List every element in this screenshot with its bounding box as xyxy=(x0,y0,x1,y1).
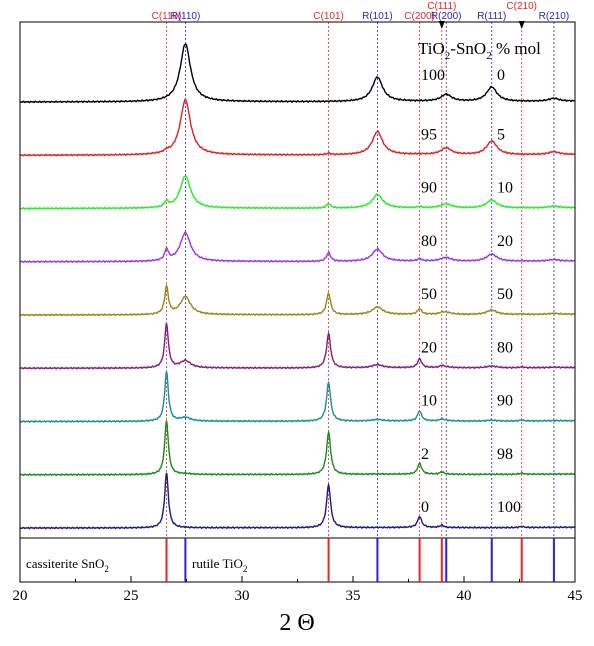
cassiterite-peak-label: C(110) xyxy=(152,11,182,22)
x-axis-ticks: 20 25 30 35 40 45 xyxy=(13,576,583,604)
x-tick-label: 40 xyxy=(457,588,472,604)
rutile-peak-label: R(101) xyxy=(362,11,393,22)
sno2-percent-label: 100 xyxy=(497,499,521,516)
trace-80-20 xyxy=(19,230,576,264)
ref-label-cassiterite-sub: 2 xyxy=(104,564,109,574)
tio2-percent-label: 2 xyxy=(421,446,429,463)
rutile-peak-label: R(200) xyxy=(431,11,462,22)
trace-2-98 xyxy=(19,420,576,477)
trace-50-50 xyxy=(20,283,576,317)
x-tick-label: 20 xyxy=(13,588,28,604)
sno2-percent-label: 90 xyxy=(497,393,513,410)
tio2-percent-label: 20 xyxy=(421,339,437,356)
rutile-peak-label: R(111) xyxy=(477,11,506,22)
legend-header-sub1: 2 xyxy=(445,50,451,62)
legend-header-suffix: % mol xyxy=(492,39,541,58)
tio2-percent-label: 0 xyxy=(421,499,429,516)
cassiterite-peak-label: C(101) xyxy=(313,11,344,22)
tio2-percent-label: 100 xyxy=(421,67,445,84)
tio2-percent-label: 95 xyxy=(421,126,437,143)
legend-header-sub2: 2 xyxy=(486,50,492,62)
arrow-marker xyxy=(438,21,445,29)
diffraction-traces xyxy=(19,43,576,530)
peak-labels: C(110) C(101) C(200)C(111) C(210) R(110) R(10… xyxy=(152,1,570,22)
x-tick-label: 35 xyxy=(346,588,361,604)
sno2-percent-label: 10 xyxy=(497,180,513,197)
legend-header-prefix: TiO xyxy=(418,39,445,58)
trace-0-100 xyxy=(19,472,576,530)
trace-100-0 xyxy=(20,43,576,104)
peak-arrow-markers xyxy=(438,21,525,29)
trace-90-10 xyxy=(20,175,576,210)
x-tick-label: 25 xyxy=(124,588,139,604)
peak-guide-lines xyxy=(166,22,555,538)
rutile-peak-label: R(110) xyxy=(170,11,200,22)
sno2-percent-label: 50 xyxy=(497,286,513,303)
sno2-percent-label: 5 xyxy=(497,126,505,143)
cassiterite-peak-label: C(200) xyxy=(404,11,435,22)
x-tick-label: 30 xyxy=(235,588,250,604)
ref-label-rutile-sub: 2 xyxy=(243,564,248,574)
x-axis-title: 2 Θ xyxy=(279,610,314,636)
legend-header-mid: -SnO xyxy=(450,39,486,58)
reference-lines xyxy=(165,538,555,582)
rutile-peak-label: R(210) xyxy=(539,11,570,22)
ref-label-rutile-text: rutile TiO xyxy=(192,556,243,571)
arrow-marker xyxy=(518,21,525,29)
tio2-percent-label: 50 xyxy=(421,286,437,303)
sno2-percent-label: 98 xyxy=(497,446,513,463)
cassiterite-peak-label: C(210) xyxy=(506,1,537,12)
trace-95-5 xyxy=(20,98,576,157)
legend-header: TiO2-SnO2 % mol xyxy=(418,39,541,62)
tio2-percent-label: 10 xyxy=(421,393,437,410)
ref-label-cassiterite-text: cassiterite SnO xyxy=(26,556,104,571)
composition-labels: 100 0 95 5 90 10 80 20 50 50 20 80 10 90 2 98 0 100 xyxy=(421,67,521,516)
tio2-percent-label: 90 xyxy=(421,180,437,197)
tio2-percent-label: 80 xyxy=(421,233,437,250)
ref-label-rutile: rutile TiO2 xyxy=(192,556,247,574)
x-tick-label: 45 xyxy=(568,588,583,604)
sno2-percent-label: 0 xyxy=(497,67,505,84)
sno2-percent-label: 20 xyxy=(497,233,513,250)
cassiterite-peak-label: C(111) xyxy=(427,1,456,12)
sno2-percent-label: 80 xyxy=(497,339,513,356)
trace-20-80 xyxy=(19,323,576,370)
ref-label-cassiterite: cassiterite SnO2 xyxy=(26,556,109,574)
trace-10-90 xyxy=(19,371,576,424)
